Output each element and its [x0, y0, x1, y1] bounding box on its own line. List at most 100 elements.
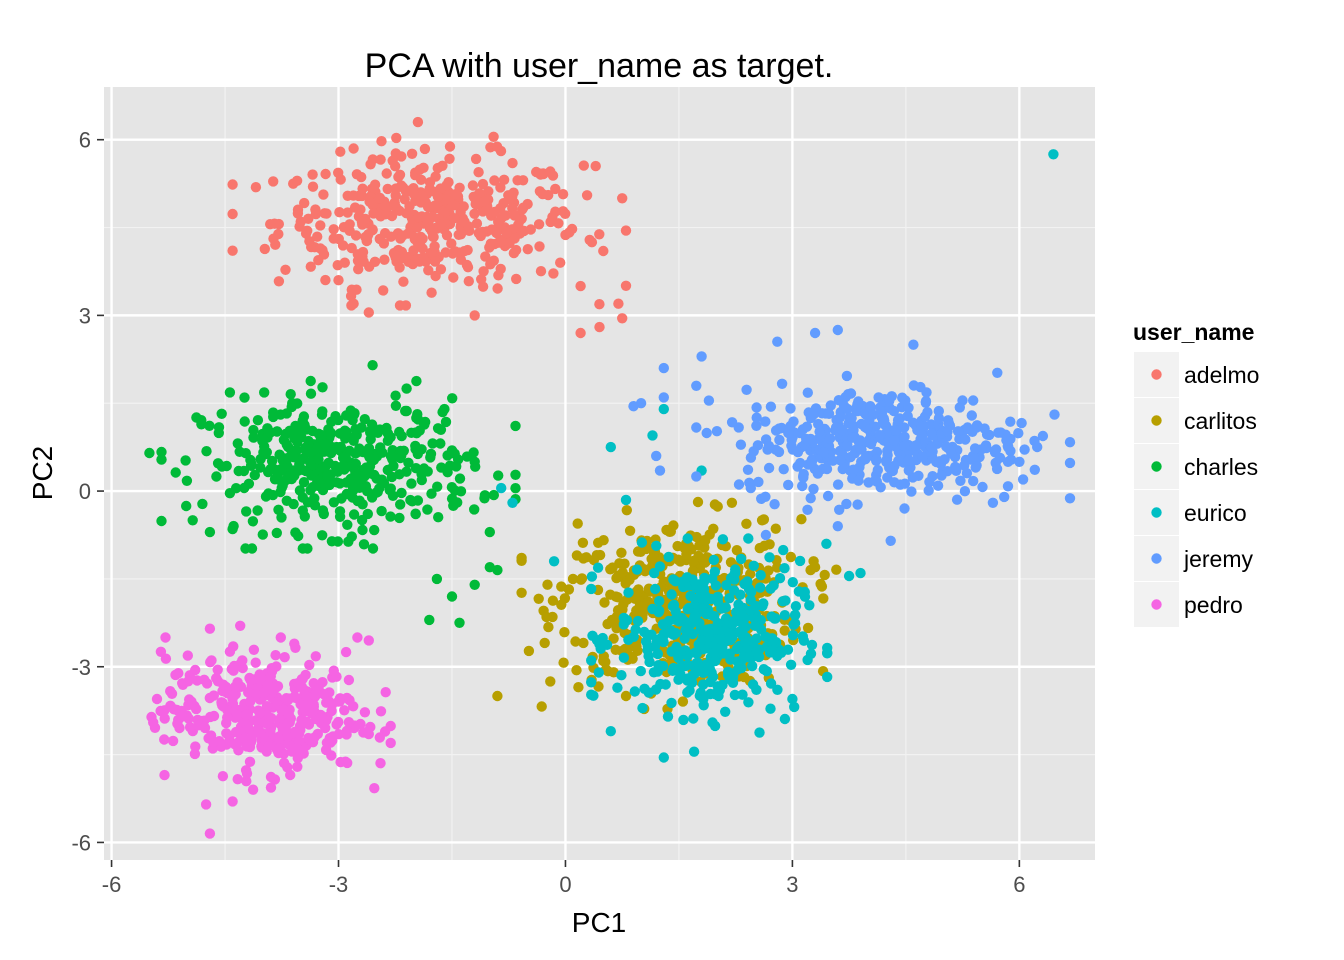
- data-point: [307, 181, 319, 192]
- data-point: [424, 614, 435, 626]
- data-point: [806, 456, 818, 468]
- data-point: [1019, 444, 1030, 455]
- data-point: [416, 469, 427, 480]
- data-point: [1064, 457, 1076, 469]
- data-point: [652, 666, 663, 677]
- data-point: [228, 665, 239, 676]
- data-point: [343, 674, 355, 686]
- data-point: [845, 388, 857, 399]
- x-tick-label: 0: [559, 872, 571, 897]
- data-point: [691, 422, 702, 433]
- data-point: [670, 576, 681, 587]
- data-point: [576, 573, 588, 584]
- data-point: [298, 477, 310, 488]
- data-point: [278, 704, 290, 716]
- data-point: [452, 454, 464, 465]
- data-point: [394, 300, 406, 311]
- data-point: [746, 586, 757, 598]
- data-point: [698, 700, 709, 711]
- data-point: [792, 446, 804, 458]
- data-point: [351, 169, 363, 180]
- data-point: [586, 655, 597, 666]
- data-point: [960, 434, 971, 445]
- data-point: [322, 470, 333, 482]
- data-point: [510, 483, 521, 494]
- data-point: [748, 446, 759, 457]
- data-point: [224, 646, 236, 657]
- data-point: [241, 709, 252, 721]
- data-point: [855, 444, 866, 455]
- data-point: [350, 424, 361, 435]
- data-point: [299, 511, 310, 522]
- data-point: [368, 454, 379, 466]
- data-point: [586, 677, 597, 688]
- data-point: [390, 148, 401, 159]
- legend-marker-charles: [1151, 461, 1162, 472]
- data-point: [709, 566, 720, 577]
- data-point: [509, 210, 520, 221]
- data-point: [620, 690, 632, 702]
- data-point: [248, 432, 259, 443]
- data-point: [850, 403, 861, 415]
- data-point: [841, 370, 853, 382]
- data-point: [501, 227, 512, 239]
- y-tick-label: -3: [71, 655, 91, 680]
- data-point: [737, 689, 748, 700]
- data-point: [765, 703, 776, 714]
- data-point: [758, 598, 769, 609]
- data-point: [446, 482, 458, 493]
- data-point: [666, 589, 677, 600]
- data-point: [248, 644, 260, 655]
- data-point: [200, 799, 212, 810]
- data-point: [292, 204, 304, 215]
- data-point: [559, 627, 570, 638]
- data-point: [541, 611, 552, 623]
- data-point: [518, 202, 529, 213]
- data-point: [1029, 464, 1041, 475]
- data-point: [779, 563, 790, 574]
- data-point: [192, 714, 203, 726]
- data-point: [321, 208, 332, 219]
- data-point: [375, 706, 387, 717]
- data-point: [385, 720, 396, 732]
- data-point: [397, 230, 408, 241]
- data-point: [979, 423, 990, 434]
- data-point: [349, 202, 361, 213]
- data-point: [230, 681, 241, 692]
- data-point: [196, 419, 207, 430]
- data-point: [827, 455, 839, 466]
- data-point: [377, 447, 388, 458]
- data-point: [776, 378, 788, 389]
- data-point: [376, 474, 388, 485]
- data-point: [493, 216, 504, 228]
- data-point: [777, 596, 788, 607]
- data-point: [227, 523, 238, 535]
- data-point: [525, 224, 536, 235]
- data-point: [899, 478, 911, 489]
- data-point: [729, 689, 741, 701]
- data-point: [469, 310, 480, 321]
- data-point: [479, 196, 490, 207]
- data-point: [252, 505, 263, 516]
- data-point: [885, 535, 896, 546]
- data-point: [341, 729, 352, 740]
- data-point: [316, 409, 328, 420]
- data-point: [332, 444, 343, 455]
- data-point: [941, 441, 952, 452]
- data-point: [932, 480, 944, 491]
- data-point: [772, 336, 783, 347]
- data-point: [654, 633, 666, 644]
- data-point: [417, 243, 428, 254]
- data-point: [199, 722, 211, 734]
- data-point: [358, 256, 369, 267]
- data-point: [575, 327, 586, 339]
- data-point: [751, 412, 762, 423]
- data-point: [764, 552, 775, 563]
- data-point: [262, 423, 273, 434]
- data-point: [446, 493, 458, 504]
- data-point: [564, 227, 575, 238]
- data-point: [265, 219, 276, 230]
- data-point: [594, 229, 605, 240]
- data-point: [797, 480, 808, 492]
- data-point: [1016, 417, 1027, 429]
